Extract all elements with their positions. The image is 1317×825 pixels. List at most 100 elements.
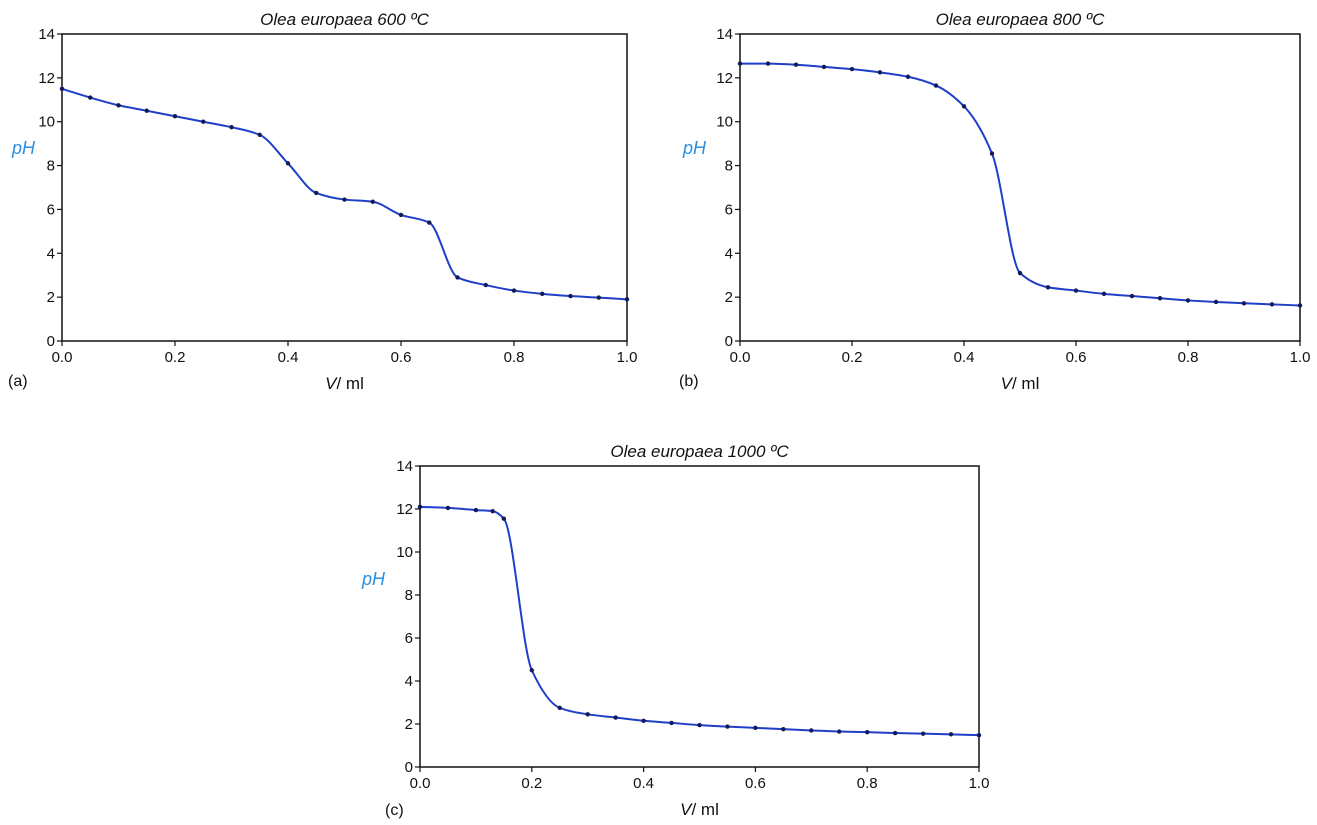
data-point (88, 95, 93, 100)
data-point (172, 114, 178, 119)
y-tick-label: 12 (716, 70, 733, 87)
y-axis-label: pH (682, 138, 707, 158)
x-tick-label: 0.2 (165, 349, 186, 366)
data-point (417, 504, 423, 510)
x-tick-label: 1.0 (617, 349, 638, 366)
y-tick-label: 10 (396, 544, 413, 561)
data-point (568, 293, 573, 299)
x-tick-label: 0.8 (1178, 349, 1199, 366)
y-tick-label: 12 (38, 70, 55, 87)
data-point (737, 61, 743, 66)
data-point (144, 108, 149, 113)
data-point (229, 124, 234, 130)
data-point (933, 83, 939, 88)
data-point (398, 212, 404, 218)
data-point (540, 291, 545, 297)
y-tick-label: 2 (47, 289, 55, 306)
y-tick-label: 6 (405, 630, 413, 647)
panel-letter: (a) (8, 373, 28, 390)
data-point (596, 295, 601, 300)
x-axis-label: V/ ml (1001, 374, 1040, 393)
chart-title: Olea europaea 1000 ºC (610, 442, 789, 461)
data-point (976, 732, 982, 738)
data-point (1297, 303, 1303, 308)
x-tick-label: 0.2 (521, 775, 542, 792)
panel-letter: (b) (679, 373, 699, 390)
data-point (455, 275, 460, 280)
y-tick-label: 10 (716, 114, 733, 131)
y-tick-label: 12 (396, 501, 413, 518)
y-tick-label: 6 (725, 201, 733, 218)
x-tick-label: 0.0 (410, 775, 431, 792)
y-tick-label: 8 (725, 158, 733, 175)
data-point (370, 199, 375, 204)
data-point (585, 712, 590, 717)
y-tick-label: 10 (38, 114, 55, 131)
series-line (61, 87, 628, 301)
x-tick-label: 1.0 (1290, 349, 1311, 366)
y-axis-label: pH (361, 569, 386, 589)
data-point (793, 62, 799, 67)
y-tick-label: 4 (47, 245, 55, 262)
data-point (877, 70, 883, 75)
panel-letter: (c) (385, 802, 404, 819)
x-tick-label: 0.4 (278, 349, 299, 366)
data-point (490, 508, 495, 514)
data-point (1185, 298, 1191, 303)
data-point (557, 705, 562, 711)
chart-panel-c: Olea europaea 1000 ºC 0 2 4 6 8 10 12 14 0.0 0.2 0.… (361, 442, 989, 819)
data-point (1241, 301, 1247, 306)
y-tick-label: 0 (725, 333, 733, 350)
data-point (314, 190, 319, 196)
data-point (697, 722, 702, 728)
x-tick-label: 0.8 (857, 775, 878, 792)
data-point (116, 103, 121, 108)
y-tick-label: 14 (38, 26, 55, 43)
data-point (948, 732, 954, 737)
y-tick-label: 14 (716, 26, 733, 43)
y-tick-label: 0 (47, 333, 55, 350)
x-tick-label: 0.6 (745, 775, 766, 792)
data-point (59, 86, 65, 92)
data-point (613, 715, 618, 720)
data-point (427, 220, 432, 225)
data-point (865, 729, 870, 735)
data-point (892, 730, 898, 736)
data-point (669, 720, 674, 726)
plot-frame (419, 465, 980, 768)
data-point (501, 516, 507, 521)
chart-title: Olea europaea 600 ºC (260, 10, 429, 29)
x-tick-label: 0.6 (1066, 349, 1087, 366)
x-axis-label: V/ ml (325, 374, 364, 393)
data-point (201, 119, 206, 124)
y-tick-label: 0 (405, 759, 413, 776)
data-point (511, 288, 517, 293)
y-tick-label: 4 (405, 673, 413, 690)
y-axis-label: pH (11, 138, 36, 158)
data-point (445, 505, 451, 511)
series-line (739, 62, 1301, 307)
data-point (473, 507, 479, 513)
chart-panel-a: Olea europaea 600 ºC 0 2 4 6 8 10 12 14 0.0 0.2 0.4… (8, 10, 638, 393)
data-point (1157, 296, 1163, 301)
data-point (781, 726, 786, 732)
y-tick-label: 6 (47, 201, 55, 218)
data-point (1017, 270, 1023, 276)
y-tick-label: 8 (47, 158, 55, 175)
series-line (419, 505, 980, 737)
data-point (1073, 288, 1079, 293)
data-point (257, 132, 262, 138)
y-tick-label: 8 (405, 587, 413, 604)
x-tick-label: 0.0 (730, 349, 751, 366)
x-tick-label: 0.4 (633, 775, 654, 792)
data-point (821, 64, 827, 70)
data-point (624, 297, 630, 302)
data-point (837, 729, 842, 734)
data-point (849, 66, 855, 72)
x-tick-label: 0.4 (954, 349, 975, 366)
data-point (989, 151, 995, 156)
data-point (1213, 299, 1219, 305)
x-tick-label: 0.0 (52, 349, 73, 366)
x-tick-label: 0.2 (842, 349, 863, 366)
data-point (765, 61, 771, 66)
